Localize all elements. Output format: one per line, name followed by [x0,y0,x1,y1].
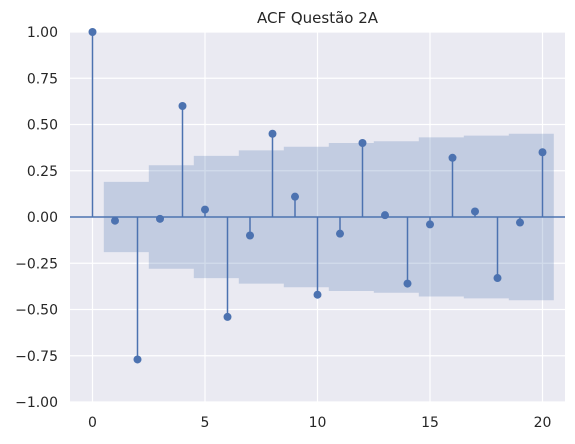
chart-title: ACF Questão 2A [257,9,379,27]
acf-point-3 [156,214,164,223]
acf-point-17 [471,207,479,216]
acf-point-19 [516,218,524,227]
acf-point-0 [88,28,97,36]
acf-point-14 [403,279,412,288]
x-tick-labels: 0 5 10 15 20 [88,415,551,431]
y-tick-label: 0.25 [27,164,58,180]
acf-point-10 [313,290,322,299]
acf-point-15 [426,220,434,229]
y-tick-labels: 1.00 0.75 0.50 0.25 0.00 −0.25 −0.50 −0.75 −1.00 [15,25,58,411]
acf-point-11 [336,229,344,238]
y-tick-label: −0.50 [15,303,58,319]
x-tick-label: 5 [201,415,210,431]
acf-point-6 [223,312,232,321]
y-tick-label: 0.50 [27,118,58,134]
y-tick-label: 1.00 [27,25,58,41]
acf-point-13 [381,211,389,220]
acf-point-8 [268,129,277,138]
y-tick-label: 0.00 [27,210,58,226]
x-tick-label: 15 [421,415,439,431]
acf-point-7 [246,231,254,240]
acf-point-5 [201,205,209,214]
y-tick-label: −0.25 [15,256,58,272]
acf-point-4 [178,102,187,110]
acf-point-1 [111,216,119,225]
x-tick-label: 20 [534,415,552,431]
acf-point-16 [448,153,457,162]
y-tick-label: 0.75 [27,71,58,87]
acf-point-12 [358,139,367,147]
acf-point-9 [291,192,299,201]
acf-point-2 [133,355,142,364]
acf-point-18 [493,274,502,283]
acf-point-20 [538,148,547,157]
y-tick-label: −0.75 [15,349,58,365]
x-tick-label: 0 [88,415,97,431]
y-tick-label: −1.00 [15,395,58,411]
x-tick-label: 10 [309,415,327,431]
markers-layer [88,28,547,364]
